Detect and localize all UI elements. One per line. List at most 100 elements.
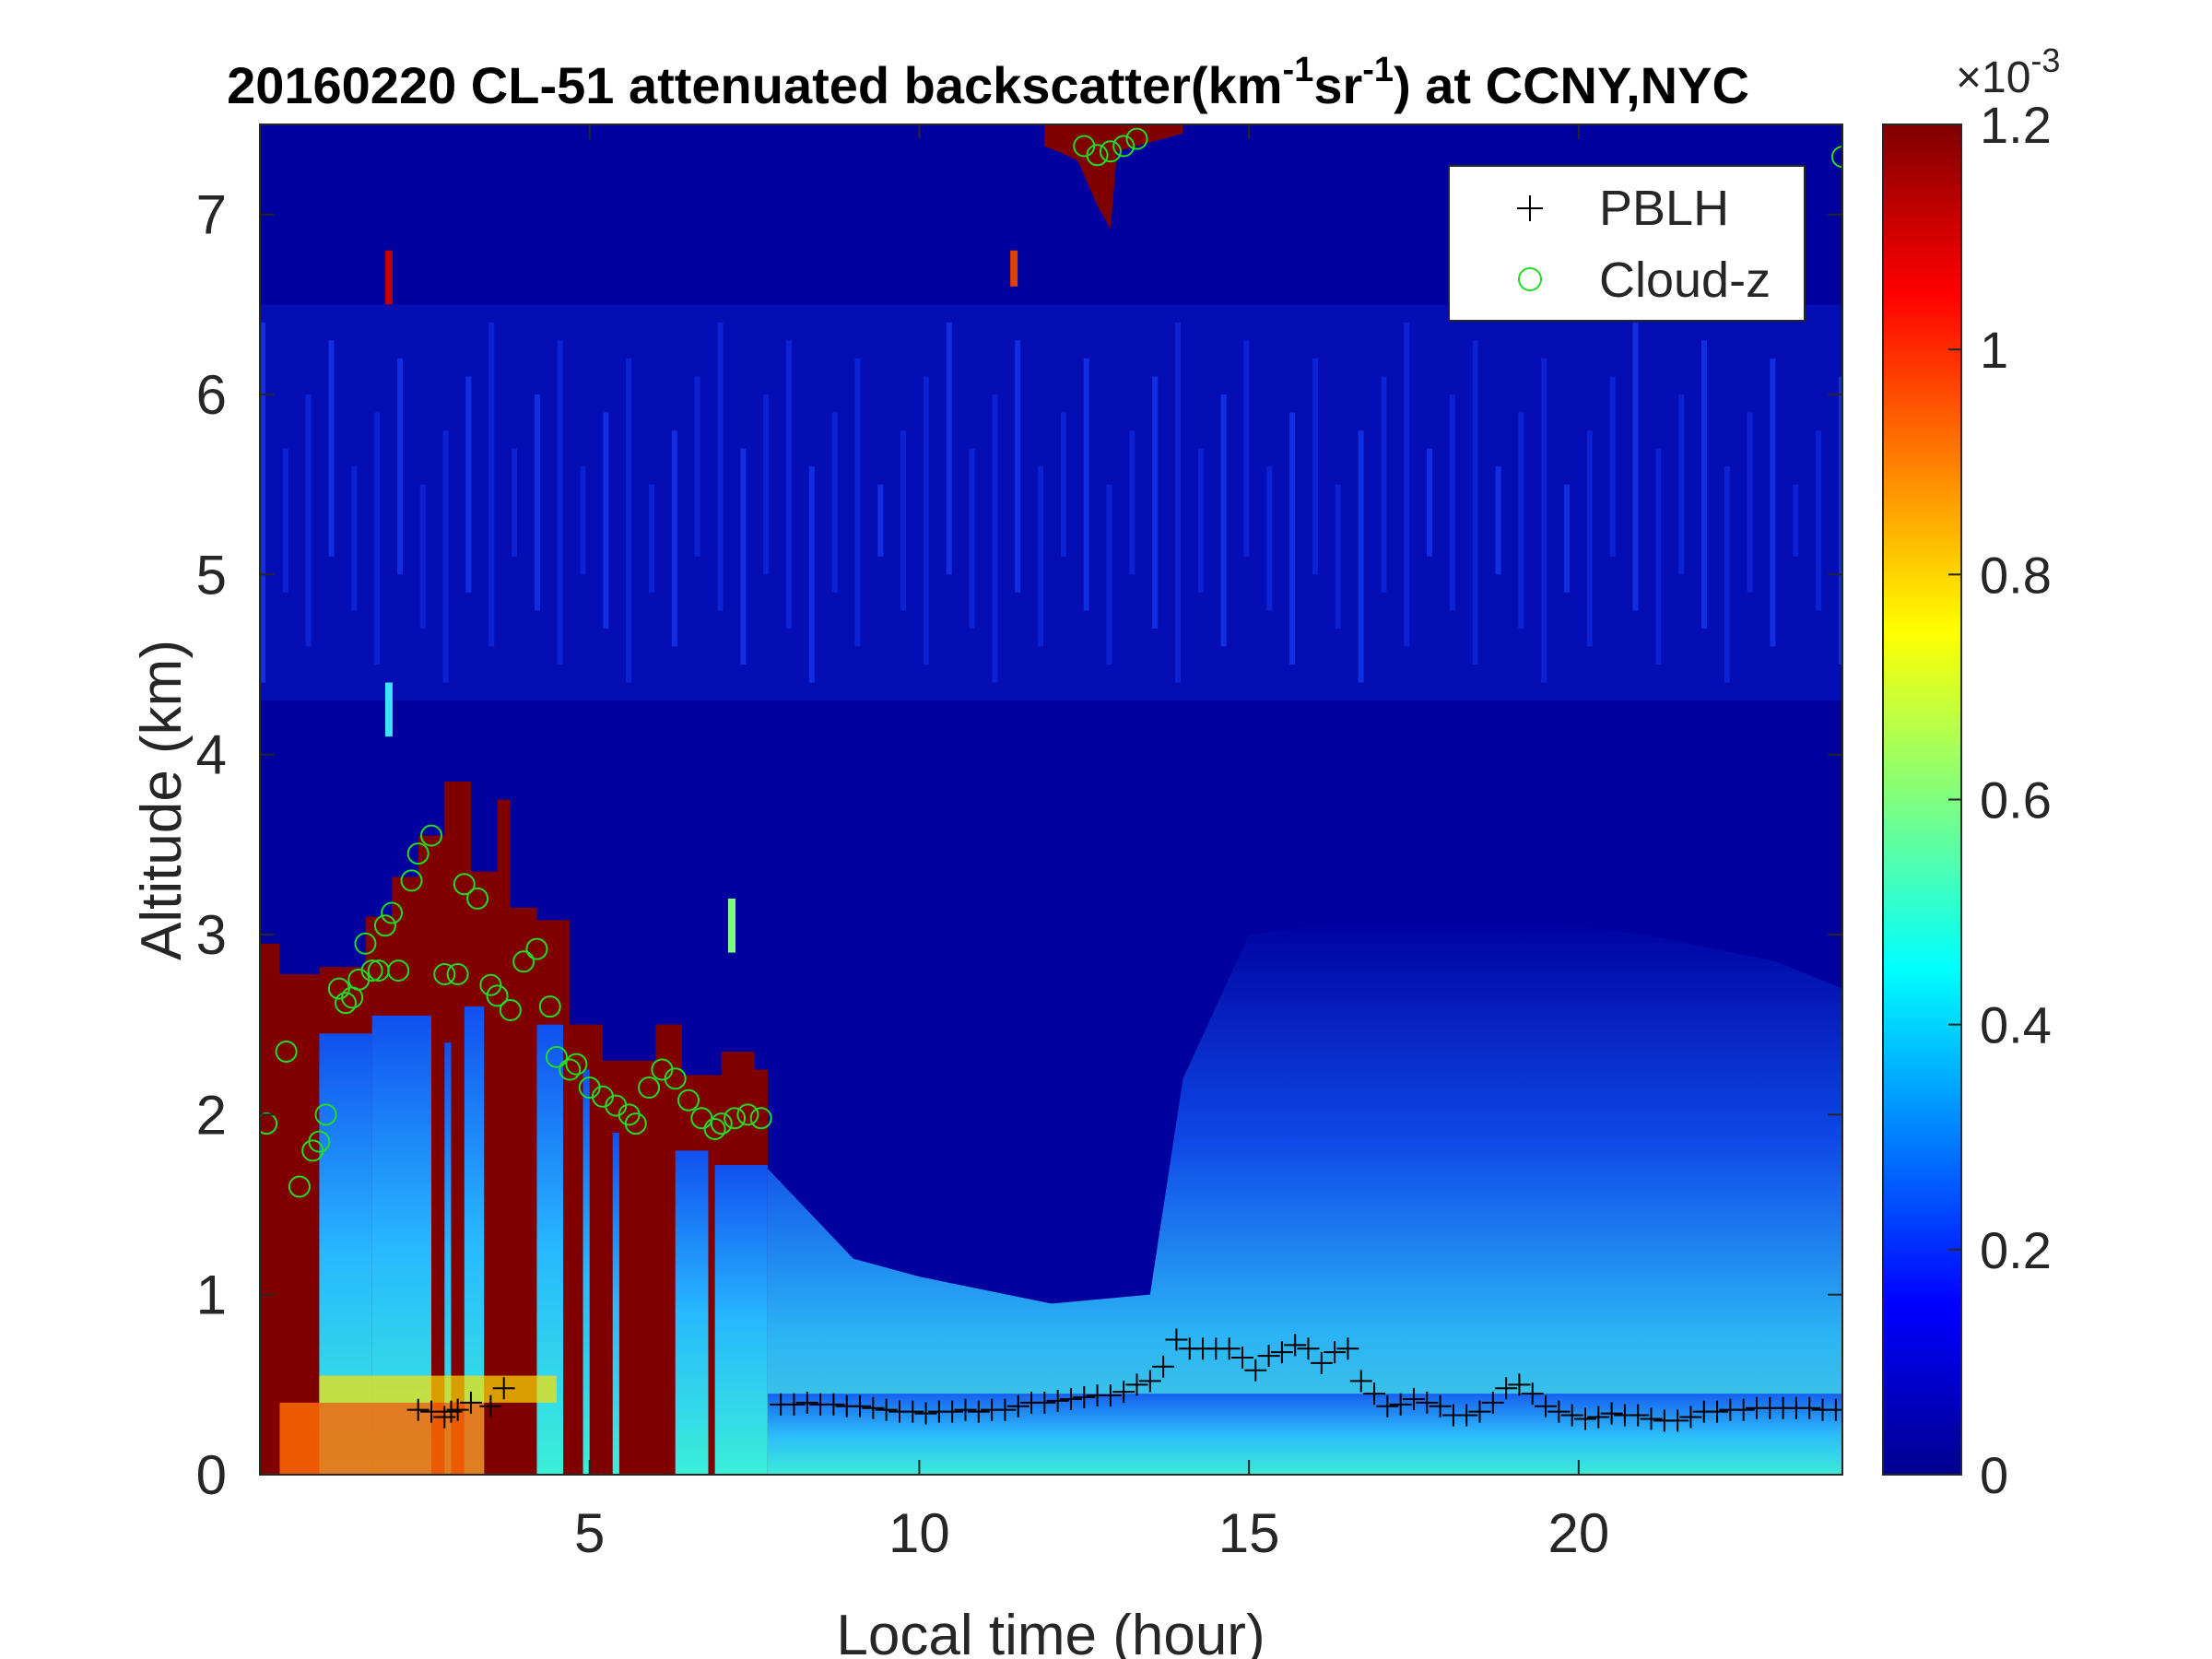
aerosol-streak: [1197, 448, 1204, 593]
aerosol-streak: [1724, 466, 1730, 683]
cloud-z-point: [703, 1117, 726, 1140]
pblh-point: [1218, 1337, 1241, 1360]
pblh-point: [822, 1393, 845, 1416]
cloud-z-point: [1125, 127, 1148, 150]
cloud-z-point: [1086, 144, 1109, 167]
aerosol-streak: [1747, 412, 1753, 593]
aerosol-streak: [763, 394, 770, 575]
pblh-point: [1547, 1400, 1571, 1423]
aerosol-streak: [488, 322, 495, 647]
aerosol-streak: [626, 358, 632, 683]
pblh-point: [1046, 1389, 1069, 1412]
surface-layer: [767, 1394, 1842, 1475]
cloud-z-point: [400, 869, 423, 892]
x-tick-label: 10: [888, 1502, 950, 1564]
chart-title: 20160220 CL-51 attenuated backscatter(km…: [227, 51, 1749, 114]
aerosol-streak: [1312, 358, 1318, 575]
cloud-z-point: [288, 1175, 311, 1198]
plot-frame: [259, 124, 1843, 1476]
pblh-series: [406, 1328, 1842, 1432]
colorbar-tick-label: 0: [1980, 1446, 2008, 1504]
pblh-point: [967, 1400, 990, 1423]
cloud-z-point: [373, 914, 396, 937]
surface-haze: [279, 1402, 485, 1475]
aerosol-streak: [260, 322, 265, 683]
aerosol-layer: [260, 304, 1842, 701]
pblh-point: [875, 1398, 898, 1421]
pblh-point: [795, 1391, 818, 1414]
cloud-z-point: [1099, 140, 1122, 163]
pblh-point: [914, 1402, 937, 1425]
aerosol-streak: [671, 430, 677, 647]
aerosol-streak: [1335, 484, 1341, 629]
pblh-point: [446, 1398, 469, 1421]
cloud-z-point: [638, 1077, 661, 1100]
aerosol-streak: [992, 394, 998, 683]
pblh-point: [862, 1396, 885, 1419]
backscatter-field: [260, 124, 1842, 1475]
aerosol-streak: [900, 430, 907, 611]
y-tick-label: 7: [196, 184, 227, 246]
cloud-z-point: [559, 1058, 582, 1081]
aerosol-streak: [512, 448, 518, 557]
sub-cloud-column: [582, 1069, 590, 1475]
cloud-z-point: [275, 1040, 298, 1063]
pblh-point: [1587, 1406, 1610, 1429]
cloud-z-point: [710, 1112, 733, 1135]
aerosol-streak: [946, 322, 952, 575]
sub-cloud-column: [612, 1132, 619, 1475]
cloud-z-point: [565, 1053, 588, 1076]
plot-area: [260, 124, 1842, 1475]
pblh-point: [1363, 1382, 1386, 1406]
aerosol-streak: [557, 340, 563, 665]
aerosol-streak: [1381, 376, 1387, 593]
surface-haze-top: [319, 1375, 557, 1403]
aerosol-streak: [1678, 394, 1685, 575]
pblh-point: [1495, 1377, 1518, 1400]
aerosol-streak: [1541, 358, 1547, 683]
pblh-point: [492, 1377, 515, 1400]
virga-streak: [727, 898, 735, 953]
pblh-point: [1416, 1391, 1439, 1414]
pblh-point: [901, 1400, 924, 1423]
cloud-z-point: [1112, 135, 1135, 158]
pblh-point: [420, 1400, 443, 1423]
cloud-z-point: [354, 932, 377, 955]
aerosol-streak: [351, 466, 358, 611]
cloud-z-point: [545, 1045, 568, 1068]
aerosol-streak: [1838, 376, 1842, 665]
cloud-z-point: [308, 1130, 331, 1153]
pblh-point: [1573, 1407, 1596, 1430]
pblh-point: [1073, 1386, 1096, 1409]
pblh-point: [1560, 1404, 1583, 1427]
aerosol-streak: [1770, 358, 1776, 647]
aerosol-streak: [1700, 340, 1707, 629]
pblh-point: [1059, 1387, 1082, 1410]
pblh-point: [1535, 1394, 1558, 1418]
aerosol-streak: [1632, 322, 1639, 611]
aerosol-streak: [969, 448, 975, 629]
colorbar-tick-label: 1: [1980, 321, 2008, 379]
pblh-point: [1521, 1382, 1544, 1406]
colorbar-tick-label: 0.2: [1980, 1221, 2052, 1279]
pblh-point: [1006, 1394, 1030, 1418]
aerosol-streak: [1289, 412, 1296, 665]
legend-cloud-z-label: Cloud-z: [1599, 253, 1771, 308]
pblh-point: [1230, 1347, 1253, 1370]
pblh-point: [1389, 1393, 1412, 1416]
boundary-layer: [767, 916, 1842, 1475]
aerosol-streak: [1427, 448, 1433, 557]
colorbar-tick-label: 1.2: [1980, 96, 2052, 154]
aerosol-streak: [923, 376, 929, 665]
aerosol-streak: [1106, 484, 1112, 665]
aerosol-streak: [1038, 466, 1044, 647]
aerosol-streak: [1358, 430, 1364, 683]
aerosol-streak: [580, 466, 586, 575]
y-tick-label: 4: [196, 724, 227, 786]
pblh-point: [1284, 1334, 1307, 1357]
aerosol-streak: [1472, 340, 1478, 665]
aerosol-streak: [374, 412, 381, 665]
y-tick-label: 0: [196, 1444, 227, 1506]
aerosol-streak: [1793, 484, 1799, 557]
